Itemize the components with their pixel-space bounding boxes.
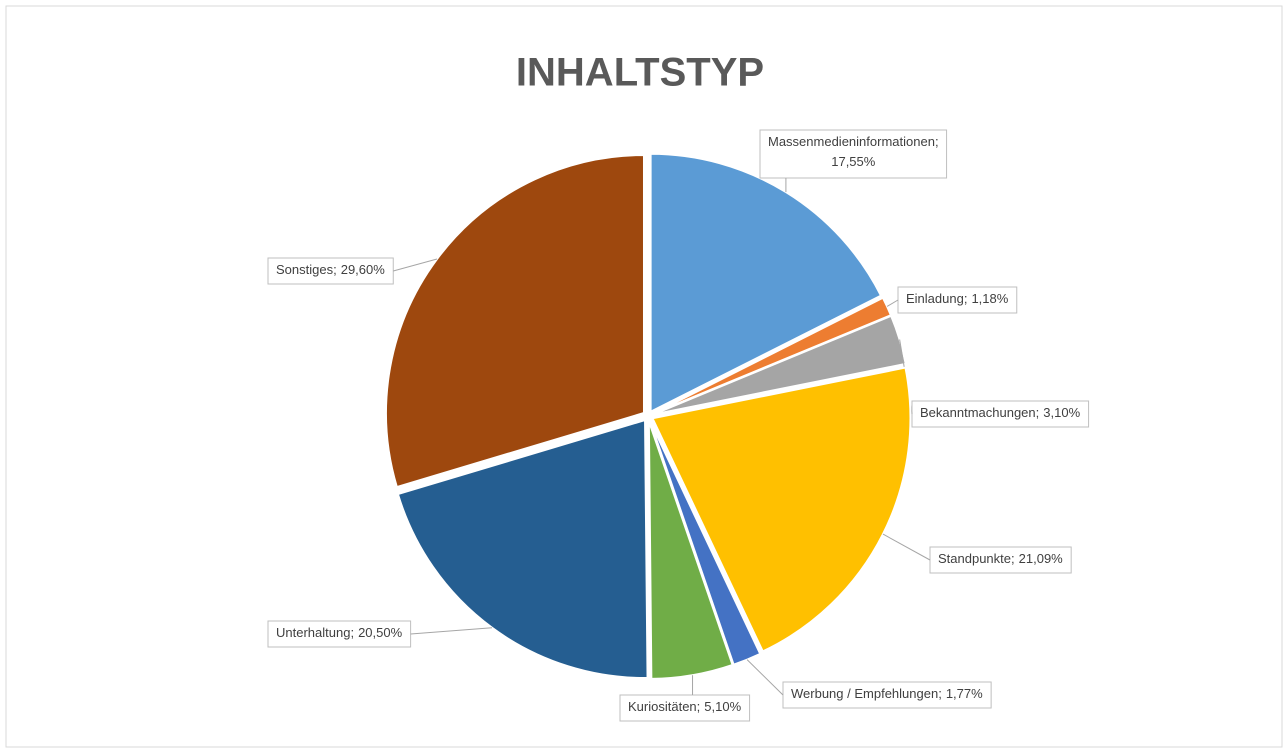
- pie-slice: [396, 418, 649, 680]
- data-label-text: Einladung; 1,18%: [906, 291, 1009, 306]
- data-label-text: Bekanntmachungen; 3,10%: [920, 405, 1081, 420]
- leader-line: [886, 299, 899, 307]
- data-label-value: 1,77%: [946, 686, 983, 701]
- data-label-text: Werbung / Empfehlungen; 1,77%: [791, 686, 983, 701]
- data-label-separator: ;: [1036, 405, 1040, 420]
- data-label-text: Unterhaltung; 20,50%: [276, 625, 403, 640]
- data-label-separator: ;: [935, 134, 939, 149]
- data-label-value: 21,09%: [1019, 551, 1064, 566]
- data-label-value: 5,10%: [704, 699, 741, 714]
- data-label-text: Massenmedieninformationen; 17,55%: [768, 134, 939, 169]
- data-label-separator: ;: [350, 625, 354, 640]
- data-label-separator: ;: [964, 291, 968, 306]
- leader-line: [393, 258, 438, 272]
- data-label-category: Einladung: [906, 291, 964, 306]
- pie-slice: [647, 420, 734, 680]
- data-label-category: Kuriositäten: [628, 699, 697, 714]
- data-label: Bekanntmachungen; 3,10%: [911, 400, 1090, 428]
- data-label: Werbung / Empfehlungen; 1,77%: [782, 681, 992, 709]
- data-label-value: 29,60%: [341, 262, 386, 277]
- data-label: Sonstiges; 29,60%: [267, 257, 394, 285]
- data-label-value: 17,55%: [831, 154, 876, 169]
- data-label: Standpunkte; 21,09%: [929, 546, 1072, 574]
- data-label-text: Kuriositäten; 5,10%: [628, 699, 742, 714]
- data-label-separator: ;: [1011, 551, 1015, 566]
- leader-line: [746, 659, 784, 696]
- pie-slice: [385, 154, 645, 489]
- data-label-category: Sonstiges: [276, 262, 334, 277]
- data-label-box: [929, 546, 1072, 574]
- data-label-box: [759, 129, 948, 179]
- data-label-category: Werbung / Empfehlungen: [791, 686, 938, 701]
- data-label: Kuriositäten; 5,10%: [619, 694, 751, 722]
- data-label-category: Bekanntmachungen: [920, 405, 1036, 420]
- data-label-value: 1,18%: [971, 291, 1008, 306]
- leader-line: [882, 533, 931, 561]
- data-label-category: Massenmedieninformationen: [768, 134, 935, 149]
- data-label: Unterhaltung; 20,50%: [267, 620, 412, 648]
- data-label-text: Standpunkte; 21,09%: [938, 551, 1063, 566]
- data-label-box: [619, 694, 751, 722]
- data-label-box: [897, 286, 1018, 314]
- data-label-category: Standpunkte: [938, 551, 1011, 566]
- data-label-value: 20,50%: [358, 625, 403, 640]
- data-label-value: 3,10%: [1043, 405, 1080, 420]
- data-label-separator: ;: [938, 686, 942, 701]
- data-label-separator: ;: [697, 699, 701, 714]
- data-label-category: Unterhaltung: [276, 625, 350, 640]
- data-label-box: [267, 620, 412, 648]
- data-label-box: [911, 400, 1090, 428]
- data-label: Massenmedieninformationen; 17,55%: [759, 129, 948, 179]
- chart-title: INHALTSTYP: [516, 51, 764, 95]
- data-label-separator: ;: [333, 262, 337, 277]
- data-label: Einladung; 1,18%: [897, 286, 1018, 314]
- leader-line: [410, 627, 493, 635]
- data-label-text: Sonstiges; 29,60%: [276, 262, 385, 277]
- data-label-box: [267, 257, 394, 285]
- data-label-box: [782, 681, 992, 709]
